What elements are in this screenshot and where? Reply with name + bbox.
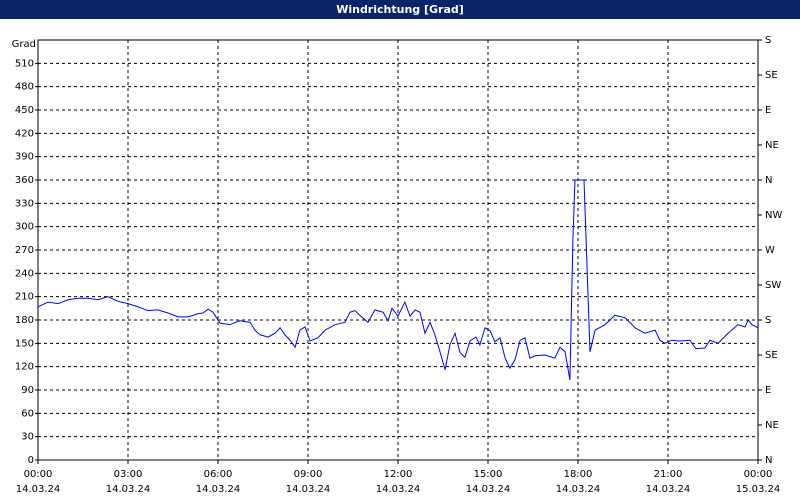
y-tick-label: 150 [15, 338, 34, 349]
y-tick-label: 330 [15, 198, 34, 209]
x-tick-label: 12:00 [384, 469, 413, 480]
x-tick-label: 15:00 [474, 469, 503, 480]
x-tick-label: 00:00 [24, 469, 53, 480]
y2-tick-label: NW [765, 210, 782, 221]
y2-tick-label: S [765, 315, 771, 326]
y-tick-label: 60 [21, 408, 34, 419]
y2-tick-label: SE [765, 70, 778, 81]
x-tick-date: 14.03.24 [106, 484, 151, 495]
y2-tick-label: N [765, 455, 772, 466]
x-tick-date: 14.03.24 [16, 484, 61, 495]
title-bar [0, 0, 800, 19]
y-tick-label: 180 [15, 315, 34, 326]
x-tick-date: 15.03.24 [736, 484, 781, 495]
y2-tick-label: SW [765, 280, 781, 291]
y-tick-label: 90 [21, 385, 34, 396]
y-tick-label: 120 [15, 362, 34, 373]
y-tick-label: 240 [15, 268, 34, 279]
y2-tick-label: S [765, 35, 771, 46]
x-tick-label: 06:00 [204, 469, 233, 480]
y-tick-label: 420 [15, 128, 34, 139]
y-tick-label: 480 [15, 82, 34, 93]
x-tick-date: 14.03.24 [286, 484, 331, 495]
data-line [37, 179, 759, 380]
y2-tick-label: E [765, 385, 771, 396]
y2-tick-label: SE [765, 350, 778, 361]
x-tick-label: 09:00 [294, 469, 323, 480]
y-tick-label: 210 [15, 292, 34, 303]
x-tick-date: 14.03.24 [646, 484, 691, 495]
y2-tick-label: E [765, 105, 771, 116]
y2-tick-label: NE [765, 420, 779, 431]
x-tick-date: 14.03.24 [376, 484, 421, 495]
y-tick-label: 510 [15, 58, 34, 69]
y2-tick-label: W [765, 245, 775, 256]
y-tick-label: 30 [21, 432, 34, 443]
y-tick-label: 0 [28, 455, 34, 466]
x-tick-label: 18:00 [564, 469, 593, 480]
x-tick-date: 14.03.24 [196, 484, 241, 495]
x-tick-label: 03:00 [114, 469, 143, 480]
x-tick-label: 00:00 [744, 469, 773, 480]
chart-title: Windrichtung [Grad] [336, 3, 464, 16]
y-axis-label: Grad [12, 39, 36, 50]
y-tick-label: 450 [15, 105, 34, 116]
y2-tick-label: N [765, 175, 772, 186]
y-tick-label: 270 [15, 245, 34, 256]
x-tick-date: 14.03.24 [556, 484, 601, 495]
y-tick-label: 360 [15, 175, 34, 186]
x-tick-label: 21:00 [654, 469, 683, 480]
x-tick-date: 14.03.24 [466, 484, 511, 495]
y-tick-label: 390 [15, 152, 34, 163]
y-tick-label: 300 [15, 222, 34, 233]
y2-tick-label: NE [765, 140, 779, 151]
